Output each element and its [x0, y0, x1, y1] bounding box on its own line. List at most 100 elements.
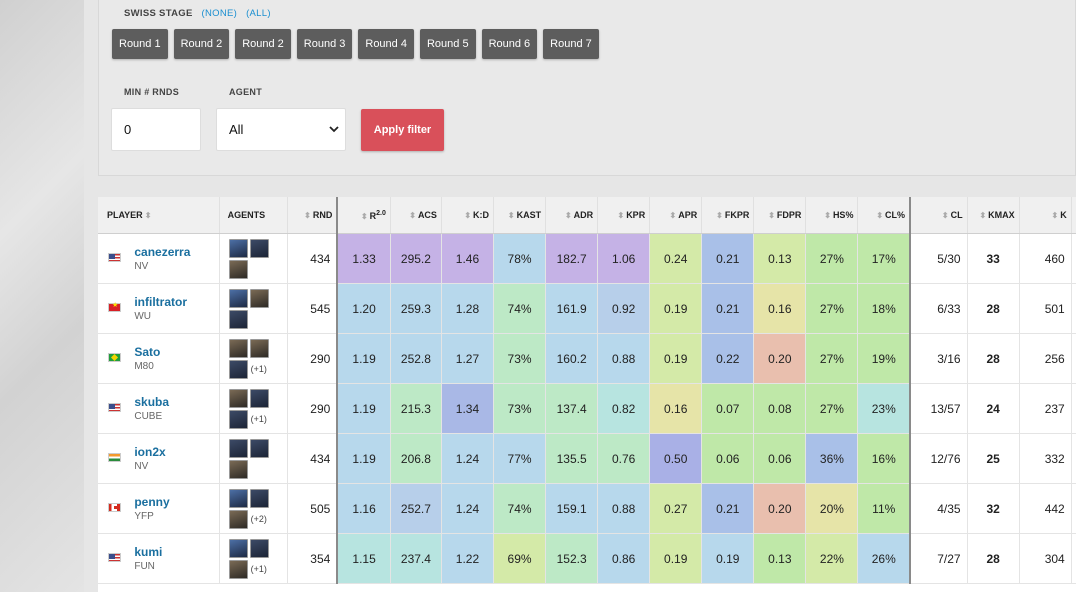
col-header-apr[interactable]: ⬍ APR	[649, 197, 703, 234]
player-cell[interactable]: canezerra NV	[98, 233, 220, 284]
kmax-cell[interactable]: 24	[967, 383, 1020, 434]
col-header-cl-pct[interactable]: ⬍ CL%	[857, 197, 912, 234]
stat-adr-cell: 137.4	[545, 383, 599, 434]
stat-kpr-cell: 0.76	[597, 433, 651, 484]
agents-cell	[219, 233, 288, 284]
round-button[interactable]: Round 4	[358, 29, 414, 59]
col-header-hs[interactable]: ⬍ HS%	[805, 197, 859, 234]
col-header-kd[interactable]: ⬍ K:D	[441, 197, 495, 234]
player-name[interactable]: Sato	[134, 345, 161, 359]
sort-icon: ⬍	[979, 211, 987, 220]
kmax-cell[interactable]: 28	[967, 283, 1020, 334]
agent-icon	[228, 309, 248, 329]
rounds-cell: 290	[287, 383, 338, 434]
agent-select[interactable]: All	[216, 108, 346, 151]
round-button[interactable]: Round 6	[481, 29, 538, 59]
round-button[interactable]: Round 5	[419, 29, 476, 59]
col-header-kpr[interactable]: ⬍ KPR	[597, 197, 651, 234]
player-cell[interactable]: skuba CUBE	[98, 383, 220, 434]
stat-fdpr-cell: 0.20	[753, 483, 807, 534]
overflow-cell	[1071, 333, 1076, 384]
stat-hs-cell: 22%	[805, 533, 859, 584]
player-cell[interactable]: penny YFP	[98, 483, 220, 534]
round-buttons: Round 1 Round 2 Round 2 Round 3 Round 4 …	[112, 29, 599, 59]
min-rounds-input[interactable]: 0	[111, 108, 201, 151]
col-header-cl[interactable]: ⬍ CL	[910, 197, 968, 234]
player-cell[interactable]: ion2x NV	[98, 433, 220, 484]
player-name[interactable]: ion2x	[134, 445, 166, 459]
round-button[interactable]: Round 3	[296, 29, 353, 59]
col-header-rating[interactable]: ⬍ R2.0	[336, 197, 391, 234]
col-header-acs[interactable]: ⬍ ACS	[390, 197, 442, 234]
apply-filter-button[interactable]: Apply filter	[361, 109, 444, 151]
player-cell[interactable]: Sato M80	[98, 333, 220, 384]
stat-kpr-cell: 0.86	[597, 533, 651, 584]
kmax-cell[interactable]: 32	[967, 483, 1020, 534]
stat-fkpr-cell: 0.21	[701, 283, 755, 334]
round-button[interactable]: Round 2	[173, 29, 230, 59]
country-flag-icon	[108, 503, 121, 512]
stats-table-body: canezerra NV 434 1.33 295.2 1.46 78% 182.7 1.0…	[98, 233, 1076, 584]
overflow-cell	[1071, 483, 1076, 534]
col-header-k[interactable]: ⬍ K	[1019, 197, 1072, 234]
stat-kd-cell: 1.27	[441, 333, 495, 384]
stat-acs-cell: 252.8	[390, 333, 442, 384]
swiss-stage-label: SWISS STAGE	[124, 8, 193, 19]
stat-r2-cell: 1.19	[336, 333, 391, 384]
col-header-fkpr[interactable]: ⬍ FKPR	[701, 197, 755, 234]
country-flag-icon	[108, 453, 121, 462]
stat-hs-cell: 27%	[805, 333, 859, 384]
agent-icon	[228, 288, 248, 308]
col-header-rnd[interactable]: ⬍ RND	[287, 197, 338, 234]
col-header-adr[interactable]: ⬍ ADR	[545, 197, 599, 234]
agent-icon	[228, 559, 248, 579]
agent-icon	[228, 338, 248, 358]
stat-fdpr-cell: 0.16	[753, 283, 807, 334]
stat-kd-cell: 1.34	[441, 383, 495, 434]
kills-cell: 256	[1019, 333, 1072, 384]
kmax-cell[interactable]: 28	[967, 533, 1020, 584]
kills-cell: 237	[1019, 383, 1072, 434]
player-name[interactable]: canezerra	[134, 245, 191, 259]
round-button[interactable]: Round 1	[112, 29, 168, 59]
sort-icon: ⬍	[716, 211, 723, 220]
col-header-overflow	[1071, 197, 1076, 234]
agent-icon	[249, 288, 269, 308]
player-cell[interactable]: kumi FUN	[98, 533, 220, 584]
country-flag-icon	[108, 553, 121, 562]
swiss-all-link[interactable]: (ALL)	[246, 8, 271, 19]
player-cell[interactable]: infiltrator WU	[98, 283, 220, 334]
stat-fdpr-cell: 0.08	[753, 383, 807, 434]
table-row: Sato M80 (+1) 290 1.19 252.8 1.27 73% 160.2 0.8…	[98, 333, 1076, 384]
col-header-kast[interactable]: ⬍ KAST	[493, 197, 547, 234]
overflow-cell	[1071, 533, 1076, 584]
sort-icon: ⬍	[304, 211, 311, 220]
player-name[interactable]: skuba	[134, 395, 170, 409]
stat-clp-cell: 16%	[857, 433, 912, 484]
stat-fdpr-cell: 0.13	[753, 233, 807, 284]
kmax-cell[interactable]: 28	[967, 333, 1020, 384]
stat-adr-cell: 182.7	[545, 233, 599, 284]
swiss-none-link[interactable]: (NONE)	[201, 8, 238, 19]
stat-kast-cell: 69%	[493, 533, 547, 584]
sort-icon: ⬍	[669, 211, 677, 220]
stat-fkpr-cell: 0.19	[701, 533, 755, 584]
kills-cell: 442	[1019, 483, 1072, 534]
table-row: infiltrator WU 5451.20259.31.2874%161.90…	[98, 283, 1076, 334]
rounds-cell: 545	[287, 283, 338, 334]
kmax-cell[interactable]: 25	[967, 433, 1020, 484]
clutch-cell: 6/33	[910, 283, 968, 334]
player-name[interactable]: kumi	[134, 545, 163, 559]
round-button[interactable]: Round 7	[543, 29, 599, 59]
player-name[interactable]: penny	[134, 495, 170, 509]
stat-kpr-cell: 0.92	[597, 283, 651, 334]
player-name[interactable]: infiltrator	[134, 295, 188, 309]
more-agents-count: (+1)	[250, 564, 267, 574]
col-header-kmax[interactable]: ⬍ KMAX	[967, 197, 1020, 234]
sort-icon: ⬍	[507, 211, 515, 220]
col-header-fdpr[interactable]: ⬍ FDPR	[753, 197, 807, 234]
round-button[interactable]: Round 2	[235, 29, 291, 59]
col-header-player[interactable]: PLAYER ⬍	[98, 197, 220, 234]
stat-kd-cell: 1.28	[441, 283, 495, 334]
kmax-cell[interactable]: 33	[967, 233, 1020, 284]
